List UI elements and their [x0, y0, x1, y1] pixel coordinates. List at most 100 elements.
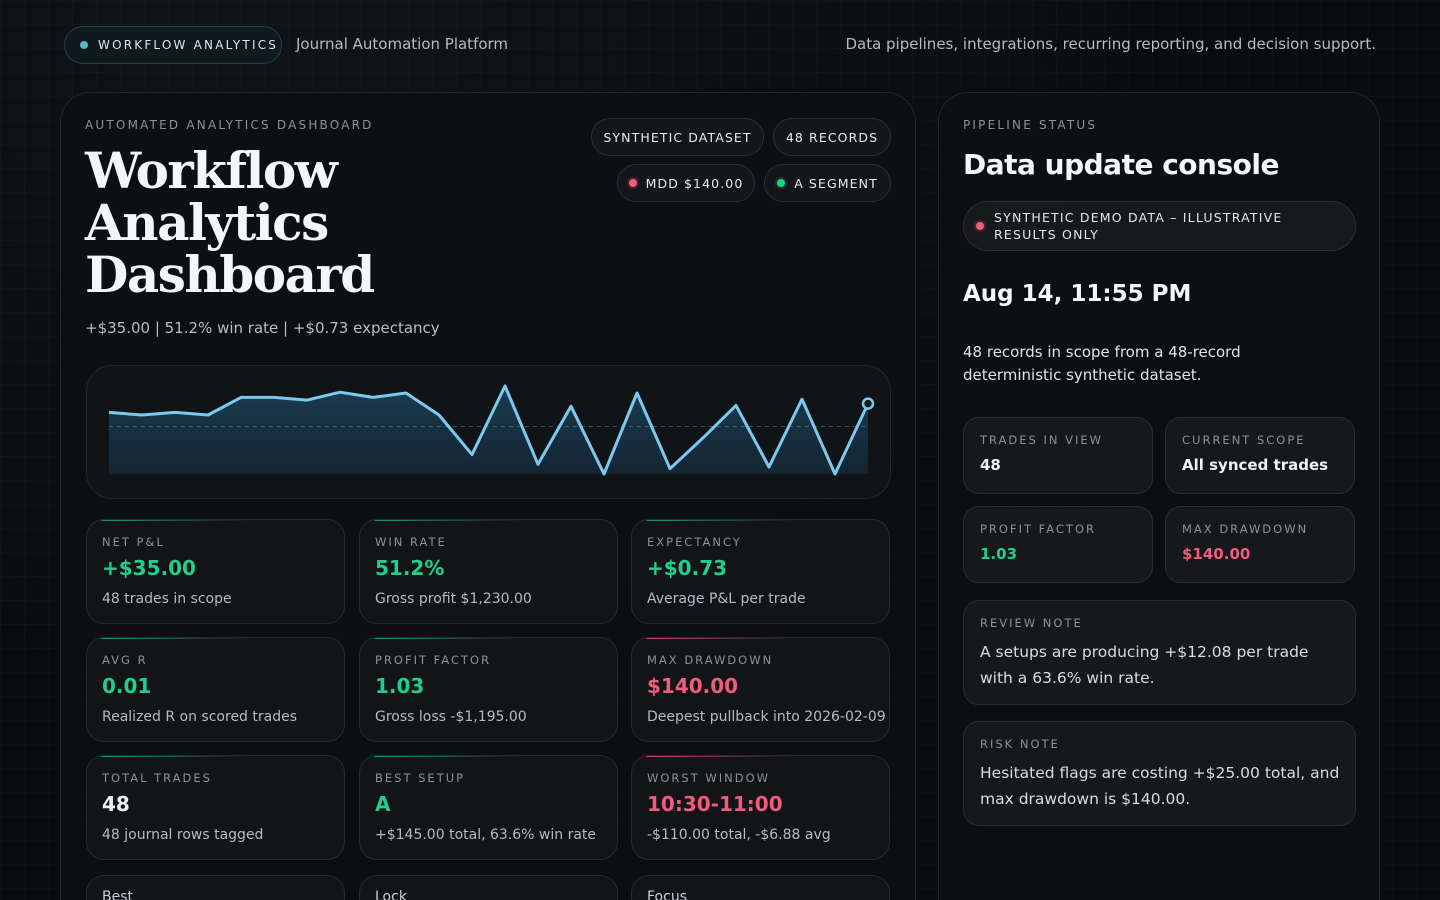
brand-pill[interactable]: WORKFLOW ANALYTICS: [64, 26, 282, 64]
metric-label: WORST WINDOW: [647, 771, 771, 785]
card-accent: [646, 756, 796, 757]
metric-subtext: Realized R on scored trades: [102, 709, 298, 725]
card-accent: [374, 638, 524, 639]
brand-label: WORKFLOW ANALYTICS: [98, 38, 279, 52]
side-eyebrow: PIPELINE STATUS: [963, 118, 1098, 132]
card-accent: [646, 520, 796, 521]
platform-name: Journal Automation Platform: [296, 35, 509, 53]
chip-label: MDD $140.00: [645, 175, 744, 191]
notice-text: SYNTHETIC DEMO DATA – ILLUSTRATIVE RESUL…: [994, 210, 1283, 242]
page-title: Workflow Analytics Dashboard: [85, 141, 375, 304]
metric-label: MAX DRAWDOWN: [647, 653, 774, 667]
console-title: Data update console: [963, 148, 1279, 181]
metric-subtext: -$110.00 total, -$6.88 avg: [647, 827, 831, 843]
stat-value: $140.00: [1182, 545, 1251, 563]
positive-dot-icon: [777, 179, 786, 187]
sparkline-svg: [108, 384, 875, 476]
stat-tile: CURRENT SCOPE All synced trades: [1165, 417, 1355, 494]
secondary-card[interactable]: Lock: [359, 875, 618, 900]
metric-card[interactable]: TOTAL TRADES 48 48 journal rows tagged: [86, 755, 345, 860]
sparkline-area: [109, 386, 868, 474]
metric-label: BEST SETUP: [375, 771, 466, 785]
metric-value: 51.2%: [375, 556, 445, 580]
metric-card[interactable]: WIN RATE 51.2% Gross profit $1,230.00: [359, 519, 618, 624]
secondary-card[interactable]: Best: [86, 875, 345, 900]
stat-value: 48: [980, 456, 1001, 474]
card-accent: [101, 638, 251, 639]
metric-label: NET P&L: [102, 535, 165, 549]
segment-chip[interactable]: A SEGMENT: [764, 164, 891, 202]
negative-dot-icon: [628, 179, 637, 187]
stat-tile: MAX DRAWDOWN $140.00: [1165, 506, 1355, 583]
review-note-text: A setups are producing +$12.08 per trade…: [980, 643, 1309, 687]
secondary-card[interactable]: Focus: [631, 875, 890, 900]
metric-card[interactable]: PROFIT FACTOR 1.03 Gross loss -$1,195.00: [359, 637, 618, 742]
pipeline-status-panel: PIPELINE STATUS Data update console SYNT…: [938, 92, 1380, 900]
stat-label: TRADES IN VIEW: [980, 433, 1104, 447]
metric-subtext: Deepest pullback into 2026-02-09: [647, 709, 886, 725]
review-note-label: REVIEW NOTE: [980, 616, 1083, 630]
metric-card[interactable]: AVG R 0.01 Realized R on scored trades: [86, 637, 345, 742]
sparkline-endpoint: [861, 397, 875, 410]
records-chip[interactable]: 48 RECORDS: [773, 118, 891, 156]
metric-value: A: [375, 792, 391, 816]
risk-note-text: Hesitated flags are costing +$25.00 tota…: [980, 764, 1340, 808]
metric-card[interactable]: WORST WINDOW 10:30-11:00 -$110.00 total, -…: [631, 755, 890, 860]
metric-value: 1.03: [375, 674, 425, 698]
metric-subtext: +$145.00 total, 63.6% win rate: [375, 827, 597, 843]
metric-subtext: Gross loss -$1,195.00: [375, 709, 527, 725]
metric-card[interactable]: BEST SETUP A +$145.00 total, 63.6% win rat…: [359, 755, 618, 860]
chip-label: SYNTHETIC DATASET: [603, 129, 752, 145]
metric-subtext: 48 journal rows tagged: [102, 827, 264, 843]
stat-tile: PROFIT FACTOR 1.03: [963, 506, 1153, 583]
scope-description: 48 records in scope from a 48-record det…: [963, 343, 1241, 384]
metric-card[interactable]: MAX DRAWDOWN $140.00 Deepest pullback into…: [631, 637, 890, 742]
secondary-card-label: Best: [102, 889, 134, 900]
synthetic-dataset-chip[interactable]: SYNTHETIC DATASET: [591, 118, 764, 156]
card-accent: [101, 520, 251, 521]
card-accent: [374, 520, 524, 521]
synthetic-data-notice: SYNTHETIC DEMO DATA – ILLUSTRATIVE RESUL…: [963, 201, 1356, 251]
metric-label: WIN RATE: [375, 535, 447, 549]
mdd-chip[interactable]: MDD $140.00: [617, 164, 755, 202]
metric-value: +$0.73: [647, 556, 728, 580]
metric-label: AVG R: [102, 653, 148, 667]
secondary-card-label: Lock: [375, 889, 407, 900]
dashboard-eyebrow: AUTOMATED ANALYTICS DASHBOARD: [85, 118, 374, 132]
metric-label: TOTAL TRADES: [102, 771, 212, 785]
metric-card[interactable]: NET P&L +$35.00 48 trades in scope: [86, 519, 345, 624]
metric-subtext: 48 trades in scope: [102, 591, 232, 607]
card-accent: [646, 638, 796, 639]
status-dot-icon: [80, 41, 88, 49]
metric-label: EXPECTANCY: [647, 535, 742, 549]
stat-tile: TRADES IN VIEW 48: [963, 417, 1153, 494]
stat-value: All synced trades: [1182, 456, 1329, 474]
risk-note-label: RISK NOTE: [980, 737, 1060, 751]
tagline: Data pipelines, integrations, recurring …: [845, 35, 1376, 53]
metric-value: $140.00: [647, 674, 739, 698]
metric-card[interactable]: EXPECTANCY +$0.73 Average P&L per trade: [631, 519, 890, 624]
card-accent: [101, 756, 251, 757]
metric-value: +$35.00: [102, 556, 196, 580]
sparkline-line: [108, 384, 870, 476]
metric-subtext: Gross profit $1,230.00: [375, 591, 532, 607]
dashboard-panel: AUTOMATED ANALYTICS DASHBOARD Workflow A…: [60, 92, 916, 900]
stat-label: CURRENT SCOPE: [1182, 433, 1306, 447]
summary-line: +$35.00 | 51.2% win rate | +$0.73 expect…: [85, 319, 440, 337]
card-accent: [374, 756, 524, 757]
metric-value: 48: [102, 792, 130, 816]
update-timestamp: Aug 14, 11:55 PM: [963, 281, 1192, 307]
risk-note: RISK NOTE Hesitated flags are costing +$…: [963, 721, 1356, 826]
review-note: REVIEW NOTE A setups are producing +$12.…: [963, 600, 1356, 705]
metric-label: PROFIT FACTOR: [375, 653, 491, 667]
chip-label: 48 RECORDS: [785, 129, 879, 145]
warning-dot-icon: [976, 222, 984, 230]
metric-value: 10:30-11:00: [647, 792, 783, 816]
equity-sparkline: [86, 365, 891, 499]
metric-subtext: Average P&L per trade: [647, 591, 806, 607]
top-bar: WORKFLOW ANALYTICS Journal Automation Pl…: [64, 26, 1376, 64]
secondary-card-label: Focus: [647, 889, 687, 900]
stat-label: MAX DRAWDOWN: [1182, 522, 1309, 536]
stat-value: 1.03: [980, 545, 1018, 563]
stat-label: PROFIT FACTOR: [980, 522, 1096, 536]
